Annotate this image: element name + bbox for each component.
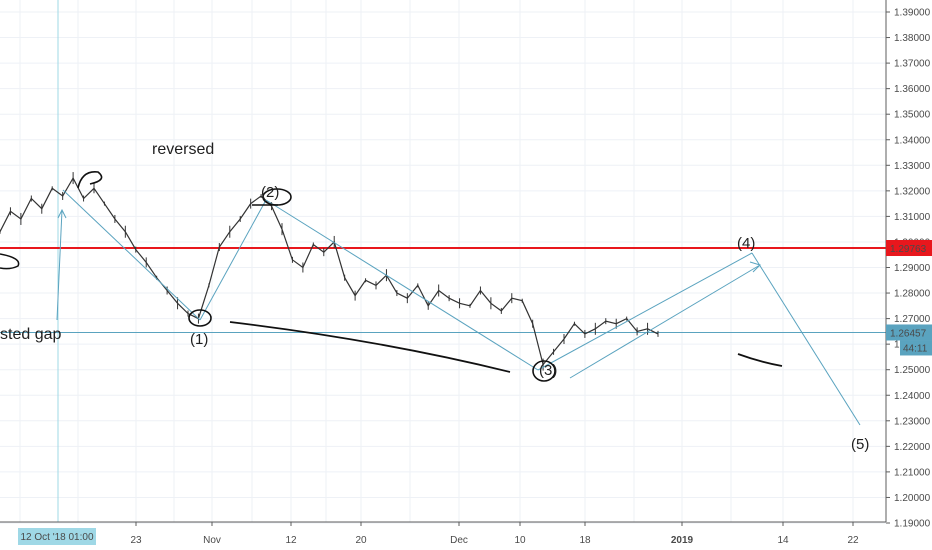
y-tick-label: 1.22000 bbox=[894, 442, 931, 453]
x-tick-label: Nov bbox=[203, 535, 221, 546]
crosshair-date: 12 Oct '18 01:00 bbox=[20, 532, 94, 543]
y-tick-label: 1.24000 bbox=[894, 391, 931, 402]
wave-label: (2) bbox=[261, 184, 279, 201]
current-price-badge bbox=[886, 324, 932, 341]
x-tick-label: Dec bbox=[450, 535, 468, 546]
wave-label: (1) bbox=[190, 331, 208, 348]
gap-arrow-head bbox=[57, 208, 67, 219]
wave3-circle bbox=[532, 360, 556, 382]
y-tick-label: 1.32000 bbox=[894, 186, 931, 197]
reversed-label: reversed bbox=[152, 141, 214, 158]
annotations: reversed sted gap (1) (2) (3) (4) (5) bbox=[0, 141, 869, 453]
x-tick-label: 20 bbox=[355, 535, 367, 546]
x-tick-label: 10 bbox=[514, 535, 526, 546]
arrow-head bbox=[749, 261, 761, 273]
target-stroke bbox=[737, 353, 783, 367]
resistance-price-label: 1.29763 bbox=[890, 244, 927, 255]
wave-label: (4) bbox=[737, 235, 755, 252]
wave1-circle bbox=[188, 309, 212, 327]
wave-label: (3) bbox=[539, 362, 557, 379]
price-line bbox=[0, 176, 659, 366]
y-tick-label: 1.28000 bbox=[894, 289, 931, 300]
y-tick-label: 1.27000 bbox=[894, 314, 931, 325]
wave-arrow bbox=[62, 189, 201, 321]
y-tick-label: 1.34000 bbox=[894, 135, 931, 146]
y-tick-label: 1.33000 bbox=[894, 161, 931, 172]
crosshair-date-badge bbox=[18, 528, 96, 545]
x-tick-label: 18 bbox=[579, 535, 591, 546]
edge-circle bbox=[0, 253, 20, 270]
y-tick-label: 1.37000 bbox=[894, 59, 931, 70]
y-tick-label: 1.25000 bbox=[894, 365, 931, 376]
x-tick-label: 23 bbox=[130, 535, 142, 546]
grid bbox=[0, 0, 886, 524]
wave-arrow bbox=[265, 199, 539, 371]
wave-arrow bbox=[569, 264, 761, 379]
resistance-price-badge bbox=[886, 240, 932, 257]
y-tick-label: 1.38000 bbox=[894, 33, 931, 44]
y-tick-label: 1.23000 bbox=[894, 416, 931, 427]
wave-arrow bbox=[537, 252, 753, 371]
countdown-badge bbox=[900, 340, 932, 356]
gap-arrow bbox=[56, 209, 63, 321]
y-tick-label: 1.36000 bbox=[894, 84, 931, 95]
x-tick-label: 2019 bbox=[671, 535, 694, 546]
current-price-label: 1.26457 bbox=[890, 328, 927, 339]
countdown-label: 44:11 bbox=[903, 343, 928, 354]
y-tick-label: 1.31000 bbox=[894, 212, 931, 223]
y-tick-label: 1.20000 bbox=[894, 493, 931, 504]
trend-stroke bbox=[229, 321, 511, 373]
y-tick-label: 1.29000 bbox=[894, 263, 931, 274]
y-tick-label: 1.21000 bbox=[894, 467, 931, 478]
x-tick-label: 12 bbox=[285, 535, 297, 546]
x-tick-label: 22 bbox=[847, 535, 859, 546]
y-tick-label: 1.35000 bbox=[894, 110, 931, 121]
wave-arrow bbox=[199, 199, 267, 321]
top-circle bbox=[77, 171, 103, 189]
x-tick-label: 14 bbox=[777, 535, 789, 546]
gap-label: sted gap bbox=[0, 326, 61, 343]
y-tick-label: 1.19000 bbox=[894, 519, 931, 530]
y-tick-label: 1.39000 bbox=[894, 8, 931, 19]
price-series bbox=[0, 172, 886, 371]
wave-label: (5) bbox=[851, 436, 869, 453]
wave-arrow bbox=[751, 252, 861, 426]
